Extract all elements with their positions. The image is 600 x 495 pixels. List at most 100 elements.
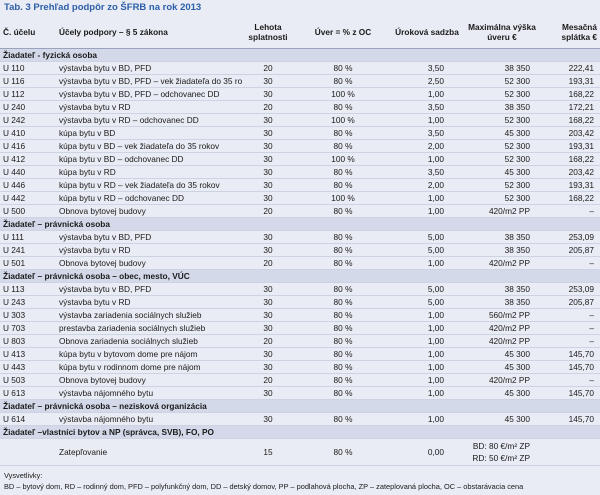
max-loan-cell: 52 300 [462, 113, 542, 127]
max-loan-cell: 52 300 [462, 139, 542, 153]
term-cell: 30 [242, 126, 294, 140]
monthly-payment-cell: 193,31 [542, 139, 600, 153]
max-loan-cell: 38 350 [462, 230, 542, 244]
max-loan-cell: 38 350 [462, 243, 542, 257]
table-row: U 442 kúpa bytu v RD – odchovanec DD 30 100… [0, 191, 600, 205]
loan-share-cell: 80 % [294, 243, 392, 257]
code-cell: U 240 [0, 100, 56, 114]
monthly-payment-cell: 145,70 [542, 347, 600, 361]
monthly-payment-cell: 222,41 [542, 61, 600, 75]
max-loan-cell: 420/m2 PP [462, 204, 542, 218]
loan-share-cell: 80 % [294, 100, 392, 114]
code-cell: U 613 [0, 386, 56, 400]
table-row: U 443 kúpa bytu v rodinnom dome pre nájom… [0, 360, 600, 374]
max-loan-cell: 45 300 [462, 386, 542, 400]
purpose-cell: výstavba bytu v RD [56, 295, 242, 309]
term-cell: 30 [242, 87, 294, 101]
interest-rate-cell: 1,00 [392, 152, 462, 166]
purpose-cell: výstavba bytu v BD, PFD – odchovanec DD [56, 87, 242, 101]
table-row: U 413 kúpa bytu v bytovom dome pre nájom 3… [0, 347, 600, 361]
footnote-title: Vysvetlivky: [4, 471, 43, 480]
monthly-payment-cell: 253,09 [542, 282, 600, 296]
section-row: Žiadateľ - fyzická osoba [0, 48, 600, 62]
table-row: U 111 výstavba bytu v BD, PFD 30 80 % 5,00 38… [0, 230, 600, 244]
max-loan-cell: BD: 80 €/m² ZP RD: 50 €/m² ZP [462, 438, 542, 466]
term-cell: 30 [242, 165, 294, 179]
purpose-cell: Obnova bytovej budovy [56, 256, 242, 270]
table-row: U 416 kúpa bytu v BD – vek žiadateľa do 3… [0, 139, 600, 153]
table-row: U 501 Obnova bytovej budovy 20 80 % 1,00 420/… [0, 256, 600, 270]
max-loan-cell: 420/m2 PP [462, 373, 542, 387]
term-cell: 30 [242, 74, 294, 88]
term-cell: 30 [242, 282, 294, 296]
code-cell: U 412 [0, 152, 56, 166]
column-header: Lehota splatnosti [242, 16, 294, 49]
loan-share-cell: 100 % [294, 87, 392, 101]
interest-rate-cell: 1,00 [392, 412, 462, 426]
column-header: Účely podpory – § 5 zákona [56, 16, 242, 49]
max-loan-cell: 45 300 [462, 412, 542, 426]
purpose-cell: výstavba zariadenia sociálnych služieb [56, 308, 242, 322]
term-cell: 15 [242, 438, 294, 466]
loan-share-cell: 80 % [294, 347, 392, 361]
monthly-payment-cell: 193,31 [542, 74, 600, 88]
monthly-payment-cell: 168,22 [542, 191, 600, 205]
code-cell: U 113 [0, 282, 56, 296]
purpose-cell: Obnova bytovej budovy [56, 373, 242, 387]
table-row: U 240 výstavba bytu v RD 20 80 % 3,50 38 350 1… [0, 100, 600, 114]
loan-share-cell: 80 % [294, 204, 392, 218]
loan-share-cell: 80 % [294, 308, 392, 322]
code-cell: U 110 [0, 61, 56, 75]
term-cell: 30 [242, 412, 294, 426]
term-cell: 30 [242, 243, 294, 257]
interest-rate-cell: 1,00 [392, 347, 462, 361]
purpose-cell: kúpa bytu v RD [56, 165, 242, 179]
footnote: Vysvetlivky: BD – bytový dom, RD – rodin… [4, 470, 523, 492]
monthly-payment-cell: 193,31 [542, 178, 600, 192]
max-loan-cell: 52 300 [462, 87, 542, 101]
monthly-payment-cell: 172,21 [542, 100, 600, 114]
purpose-cell: výstavba bytu v BD, PFD [56, 282, 242, 296]
purpose-cell: kúpa bytu v bytovom dome pre nájom [56, 347, 242, 361]
monthly-payment-cell: – [542, 321, 600, 335]
max-loan-line: RD: 50 €/m² ZP [472, 453, 530, 463]
max-loan-line: BD: 80 €/m² ZP [472, 441, 530, 451]
max-loan-cell: 52 300 [462, 178, 542, 192]
max-loan-cell: 52 300 [462, 191, 542, 205]
interest-rate-cell: 1,00 [392, 373, 462, 387]
monthly-payment-cell: 203,42 [542, 165, 600, 179]
interest-rate-cell: 5,00 [392, 230, 462, 244]
interest-rate-cell: 3,50 [392, 126, 462, 140]
monthly-payment-cell: 145,70 [542, 412, 600, 426]
max-loan-cell: 38 350 [462, 295, 542, 309]
loan-share-cell: 80 % [294, 386, 392, 400]
loan-share-cell: 80 % [294, 61, 392, 75]
term-cell: 30 [242, 113, 294, 127]
monthly-payment-cell: – [542, 308, 600, 322]
purpose-cell: Obnova zariadenia sociálnych služieb [56, 334, 242, 348]
interest-rate-cell: 3,50 [392, 61, 462, 75]
table-row: U 613 výstavba nájomného bytu 30 80 % 1,00 45… [0, 386, 600, 400]
code-cell: U 446 [0, 178, 56, 192]
column-header: Úroková sadzba [392, 16, 462, 49]
table-row: Zatepľovanie 15 80 % 0,00 BD: 80 €/m² ZP RD: … [0, 438, 600, 466]
loan-share-cell: 80 % [294, 230, 392, 244]
term-cell: 30 [242, 152, 294, 166]
purpose-cell: kúpa bytu v RD – vek žiadateľa do 35 rok… [56, 178, 242, 192]
interest-rate-cell: 1,00 [392, 256, 462, 270]
max-loan-cell: 45 300 [462, 347, 542, 361]
code-cell: U 413 [0, 347, 56, 361]
interest-rate-cell: 1,00 [392, 360, 462, 374]
term-cell: 20 [242, 61, 294, 75]
code-cell: U 416 [0, 139, 56, 153]
code-cell: U 614 [0, 412, 56, 426]
loan-share-cell: 80 % [294, 165, 392, 179]
section-row: Žiadateľ – právnická osoba [0, 217, 600, 231]
purpose-cell: Obnova bytovej budovy [56, 204, 242, 218]
code-cell [0, 438, 56, 466]
term-cell: 30 [242, 386, 294, 400]
max-loan-cell: 420/m2 PP [462, 334, 542, 348]
table-row: U 116 výstavba bytu v BD, PFD – vek žiada… [0, 74, 600, 88]
loan-share-cell: 80 % [294, 412, 392, 426]
loan-share-cell: 80 % [294, 334, 392, 348]
